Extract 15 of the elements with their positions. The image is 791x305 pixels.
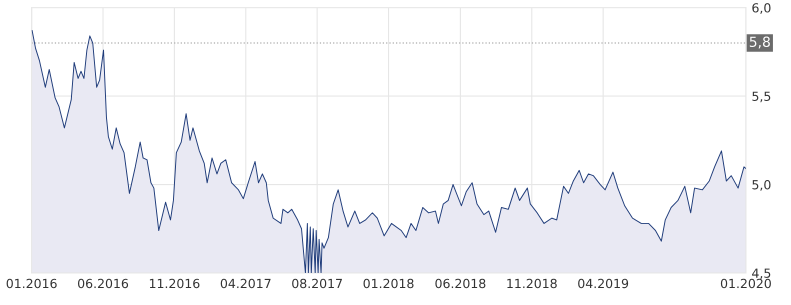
x-tick-label: 06.2018 — [435, 278, 486, 288]
y-tick-label: 5,0 — [752, 180, 771, 191]
x-tick-label: 04.2017 — [220, 278, 271, 288]
y-tick-label: 5,5 — [752, 92, 770, 102]
y-tick-label: 4,5 — [752, 268, 770, 280]
x-tick-label: 04.2019 — [578, 278, 628, 288]
x-tick-label: 11.2018 — [507, 278, 557, 288]
ref-line-label: 5,8 — [750, 36, 770, 48]
x-tick-label: 06.2016 — [78, 278, 128, 288]
x-tick-label: 08.2017 — [292, 278, 342, 288]
x-tick-label: 11.2016 — [150, 278, 200, 288]
x-tick-label: 01.2018 — [364, 278, 414, 288]
x-tick-label: 01.2020 — [720, 278, 771, 288]
y-tick-label: 6,0 — [752, 3, 771, 14]
x-tick-label: 01.2016 — [6, 278, 57, 288]
